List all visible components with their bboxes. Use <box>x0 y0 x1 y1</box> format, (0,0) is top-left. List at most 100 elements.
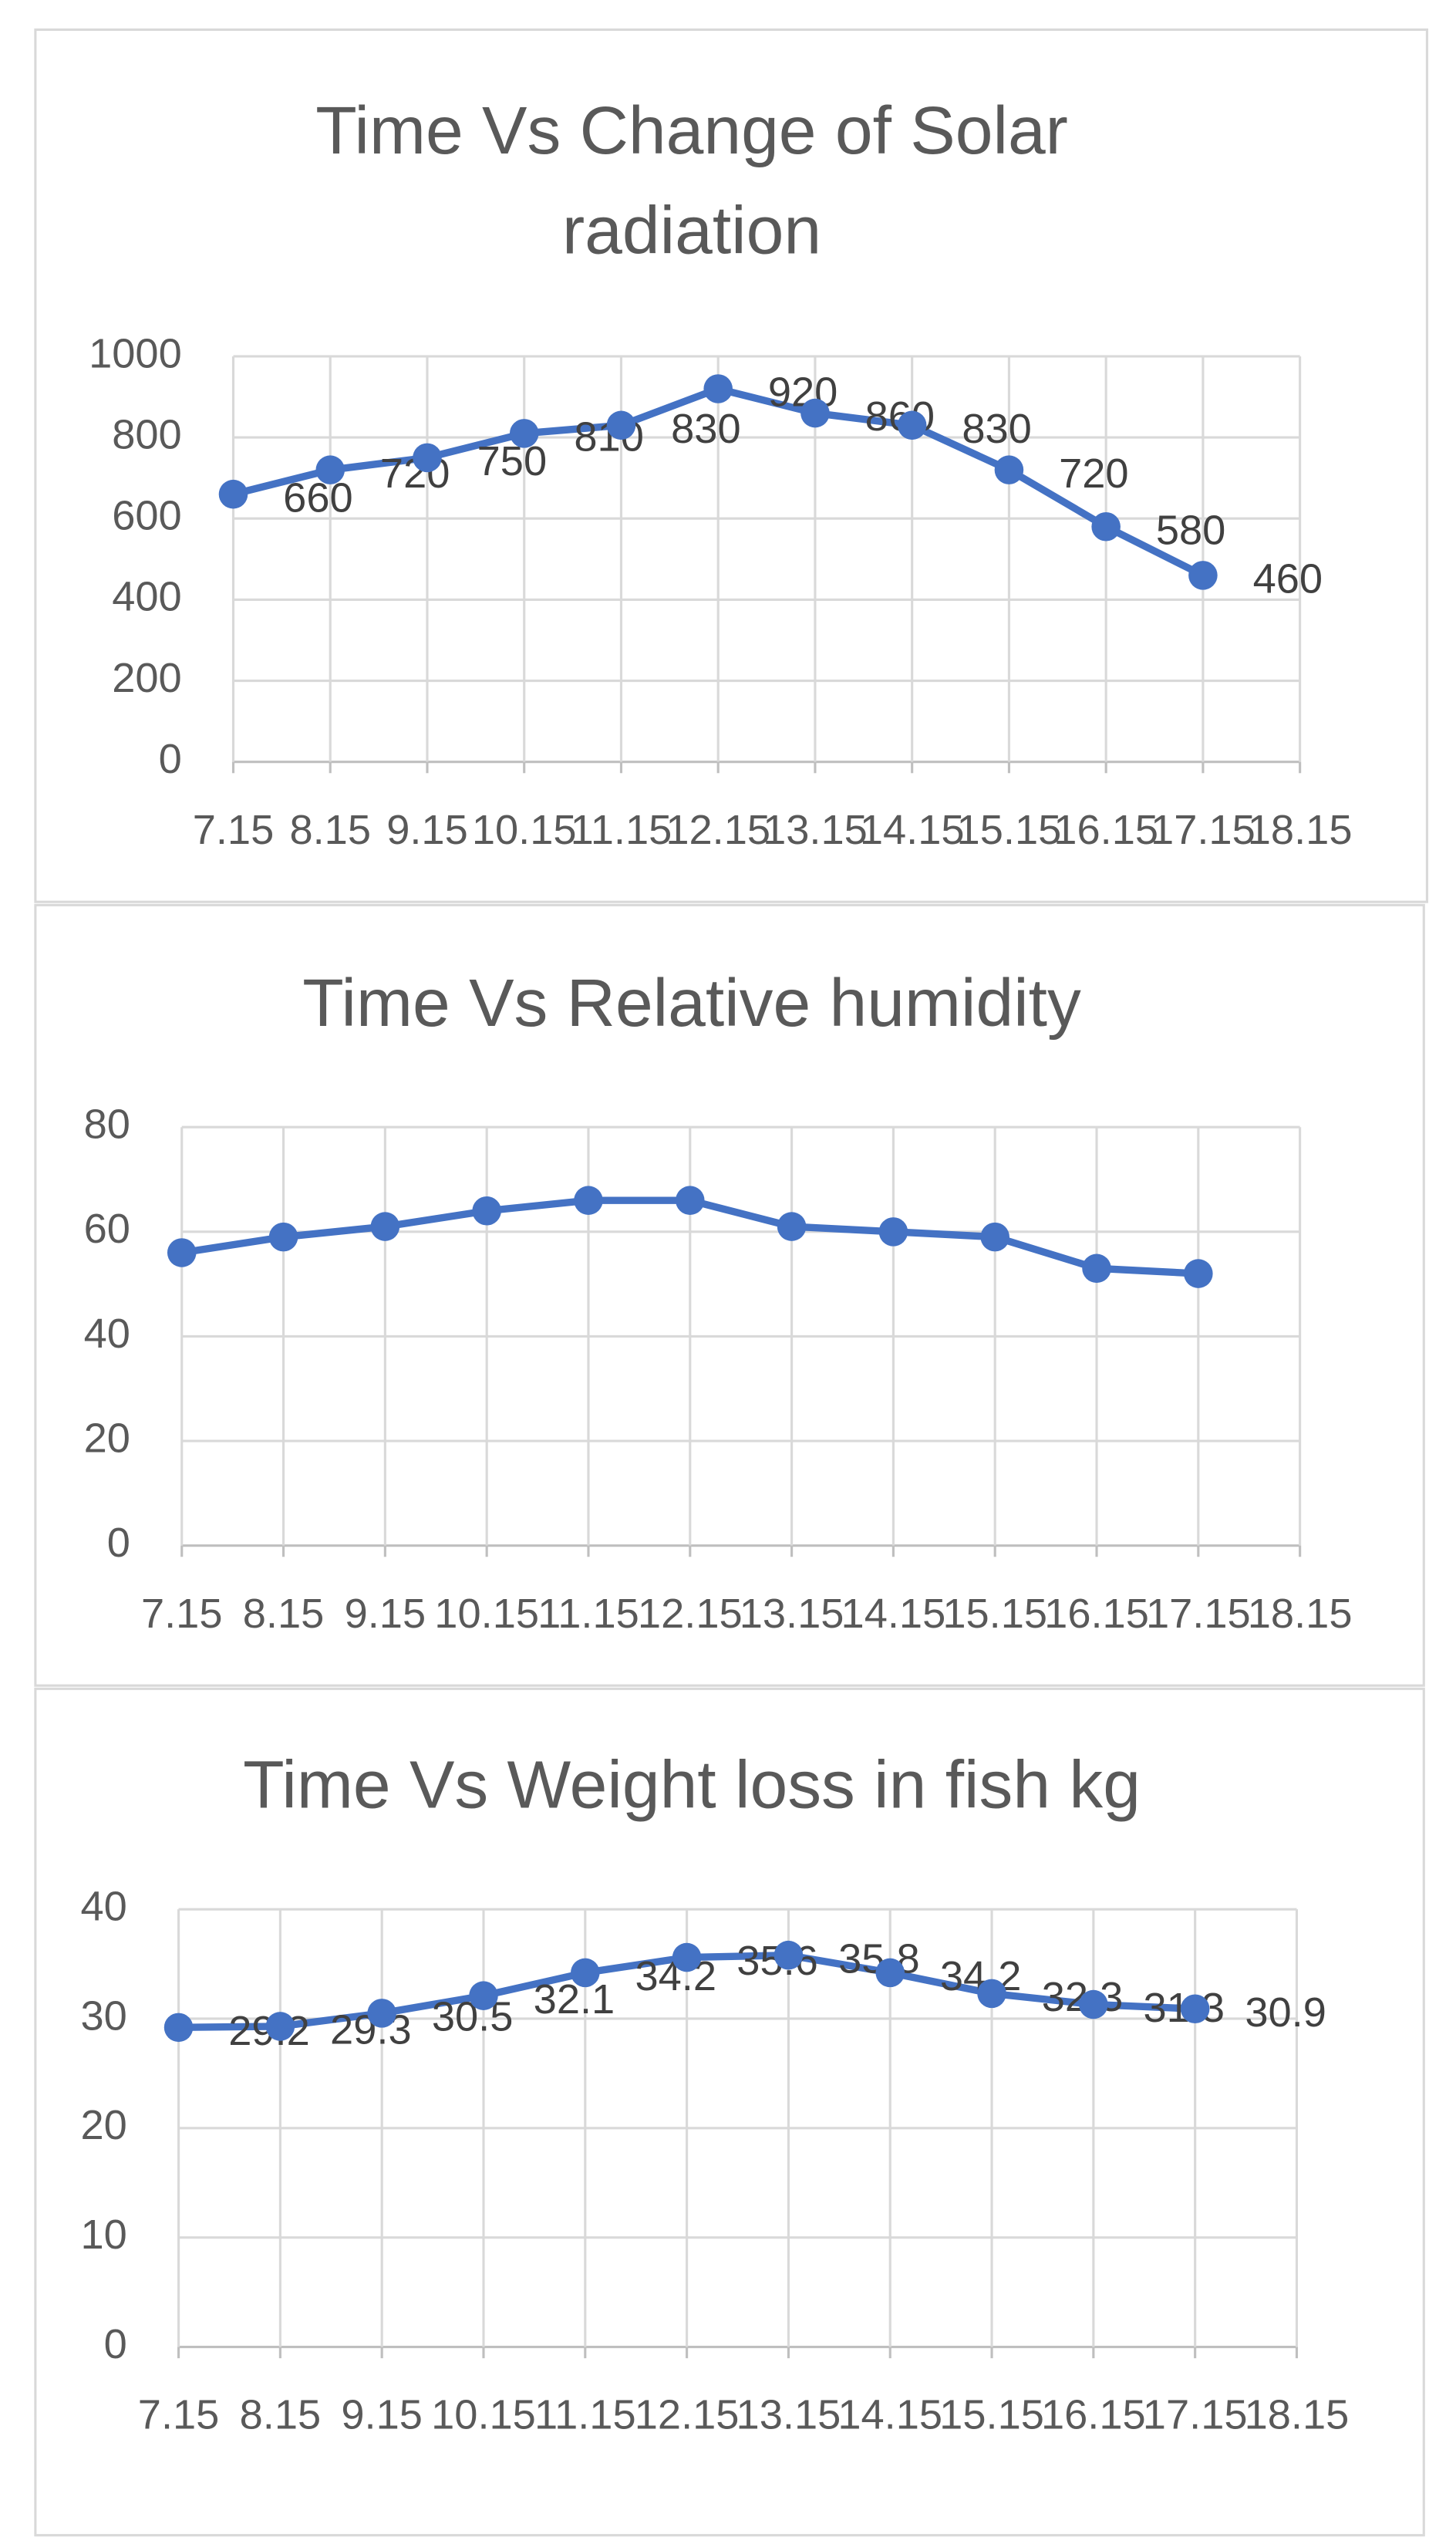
x-tick-label: 18.15 <box>1248 1591 1353 1637</box>
y-tick-label: 0 <box>104 2321 127 2367</box>
x-tick-label: 9.15 <box>386 807 468 853</box>
y-tick-label: 800 <box>112 411 182 457</box>
data-label: 30.9 <box>1245 1989 1326 2036</box>
x-tick-label: 18.15 <box>1248 807 1353 853</box>
y-tick-label: 10 <box>80 2212 126 2258</box>
x-tick-label: 14.15 <box>838 2392 942 2438</box>
y-tick-label: 200 <box>112 655 182 701</box>
x-tick-label: 11.15 <box>538 1591 639 1637</box>
x-tick-label: 9.15 <box>341 2392 423 2438</box>
data-point <box>163 2013 194 2043</box>
data-point <box>370 1212 400 1241</box>
x-tick-label: 8.15 <box>243 1591 325 1637</box>
x-tick-label: 10.15 <box>431 2392 536 2438</box>
chart-title-box: Time Vs Change of Solar radiation <box>315 92 1068 268</box>
x-tick-label: 7.15 <box>138 2392 220 2438</box>
data-point <box>265 2012 295 2041</box>
y-tick-label: 60 <box>84 1206 130 1252</box>
x-tick-label: 12.15 <box>635 2392 740 2438</box>
x-tick-label: 16.15 <box>1053 807 1158 853</box>
data-point <box>774 1940 804 1970</box>
y-tick-label: 20 <box>80 2102 126 2148</box>
data-point <box>800 398 830 428</box>
data-point <box>315 455 345 484</box>
y-tick-label: 0 <box>159 736 182 782</box>
y-tick-label: 20 <box>84 1415 130 1461</box>
x-tick-label: 8.15 <box>240 2392 322 2438</box>
data-point <box>1082 1253 1111 1284</box>
data-point <box>268 1222 298 1252</box>
data-point <box>571 1958 600 1988</box>
x-tick-label: 17.15 <box>1146 1591 1251 1637</box>
x-tick-label: 7.15 <box>141 1591 223 1637</box>
x-tick-label: 14.15 <box>860 807 965 853</box>
x-tick-label: 15.15 <box>942 1591 1047 1637</box>
chart-border <box>34 1687 1425 2537</box>
data-point <box>1091 511 1121 542</box>
x-tick-label: 14.15 <box>841 1591 946 1637</box>
data-point <box>367 1999 396 2028</box>
x-tick-label: 10.15 <box>472 807 577 853</box>
data-point <box>875 1958 905 1988</box>
x-tick-label: 18.15 <box>1245 2392 1350 2438</box>
x-tick-label: 16.15 <box>1044 1591 1149 1637</box>
data-point <box>980 1222 1009 1252</box>
data-point <box>777 1212 807 1241</box>
x-tick-label: 12.15 <box>638 1591 743 1637</box>
x-tick-label: 13.15 <box>740 1591 844 1637</box>
data-point <box>413 443 442 473</box>
data-point <box>472 1196 501 1226</box>
data-point <box>1180 1994 1210 2023</box>
data-point <box>218 479 248 509</box>
data-point <box>167 1238 197 1267</box>
data-label: 830 <box>962 406 1032 452</box>
data-label: 32.1 <box>534 1976 615 2023</box>
x-tick-label: 17.15 <box>1151 807 1255 853</box>
chart-title-box: Time Vs Relative humidity <box>302 964 1081 1041</box>
x-tick-label: 15.15 <box>939 2392 1044 2438</box>
x-tick-label: 17.15 <box>1143 2392 1248 2438</box>
x-tick-label: 12.15 <box>666 807 770 853</box>
data-point <box>672 1942 702 1972</box>
data-label: 750 <box>477 438 548 484</box>
y-tick-label: 40 <box>84 1311 130 1357</box>
data-point <box>703 374 733 403</box>
chart-border <box>34 903 1425 1687</box>
data-label: 720 <box>1059 450 1129 497</box>
data-label: 460 <box>1253 556 1323 602</box>
chart-title-box: Time Vs Weight loss in fish kg <box>243 1746 1141 1823</box>
data-label: 660 <box>283 474 353 521</box>
y-tick-label: 1000 <box>89 330 182 376</box>
x-tick-label: 7.15 <box>193 807 275 853</box>
data-point <box>509 419 539 448</box>
x-tick-label: 8.15 <box>289 807 371 853</box>
x-tick-label: 15.15 <box>957 807 1062 853</box>
data-point <box>977 1979 1006 2009</box>
chart-title: Time Vs Change of Solar radiation <box>315 92 1068 268</box>
x-tick-label: 11.15 <box>571 807 672 853</box>
data-point <box>897 410 927 440</box>
y-tick-label: 600 <box>112 493 182 539</box>
y-tick-label: 30 <box>80 1992 126 2039</box>
y-tick-label: 400 <box>112 574 182 620</box>
x-tick-label: 9.15 <box>345 1591 426 1637</box>
data-label: 830 <box>671 406 741 452</box>
data-point <box>574 1186 603 1215</box>
data-point <box>1079 1989 1108 2019</box>
chart-title: Time Vs Relative humidity <box>302 964 1081 1041</box>
x-tick-label: 11.15 <box>534 2392 636 2438</box>
chart-border <box>34 28 1429 903</box>
x-tick-label: 13.15 <box>736 2392 841 2438</box>
data-point <box>676 1186 705 1215</box>
chart-title: Time Vs Weight loss in fish kg <box>243 1746 1141 1823</box>
y-tick-label: 0 <box>107 1520 130 1566</box>
data-label: 580 <box>1156 507 1226 553</box>
data-point <box>1184 1259 1213 1288</box>
data-point <box>1188 561 1218 590</box>
x-tick-label: 10.15 <box>434 1591 539 1637</box>
x-tick-label: 16.15 <box>1041 2392 1146 2438</box>
data-point <box>994 455 1024 484</box>
data-point <box>878 1217 908 1247</box>
x-tick-label: 13.15 <box>763 807 868 853</box>
